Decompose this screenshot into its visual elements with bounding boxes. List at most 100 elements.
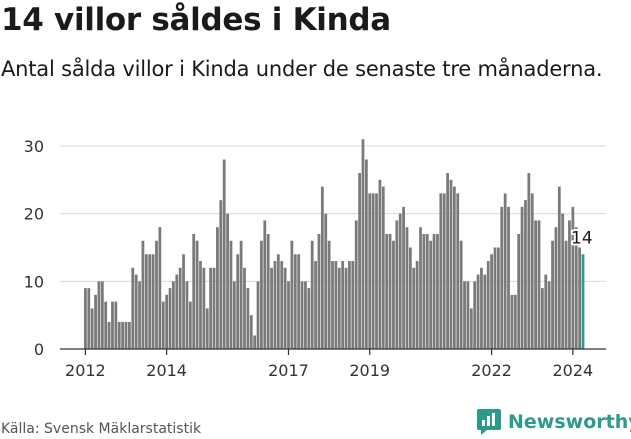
- bar: [192, 233, 196, 349]
- bar: [327, 240, 331, 349]
- bar: [564, 240, 568, 349]
- chart-subtitle: Antal sålda villor i Kinda under de sena…: [1, 57, 603, 81]
- bar: [540, 288, 544, 349]
- bar: [348, 261, 351, 349]
- bar: [463, 281, 466, 349]
- bar: [405, 227, 409, 349]
- bar: [344, 267, 348, 349]
- bar: [317, 233, 321, 349]
- bar: [90, 308, 94, 349]
- x-tick-label: 2024: [552, 361, 593, 380]
- bar: [87, 288, 91, 349]
- bar: [568, 220, 571, 349]
- bar: [452, 186, 456, 349]
- bar: [486, 261, 490, 349]
- bar: [466, 281, 470, 349]
- bar: [503, 193, 507, 349]
- bar: [114, 301, 118, 349]
- bar: [425, 233, 429, 349]
- data-labels: 14: [569, 226, 595, 250]
- bar: [144, 254, 148, 349]
- bar: [415, 261, 419, 349]
- bar: [165, 294, 169, 349]
- bar: [337, 267, 341, 349]
- bar: [446, 173, 449, 349]
- bar: [104, 301, 108, 349]
- bar: [283, 267, 287, 349]
- bar: [557, 186, 561, 349]
- bar: [392, 240, 395, 349]
- bar: [280, 261, 284, 349]
- bar: [456, 193, 460, 349]
- bar: [124, 321, 128, 349]
- bar: [243, 267, 246, 349]
- bar: [480, 267, 483, 349]
- bar: [134, 274, 138, 349]
- bar: [473, 281, 477, 349]
- x-tick-label: 2022: [471, 361, 512, 380]
- bar: [334, 261, 338, 349]
- x-tick-label: 2012: [65, 361, 106, 380]
- bar: [381, 186, 385, 349]
- bar: [226, 213, 229, 349]
- bar: [459, 240, 463, 349]
- bar: [148, 254, 152, 349]
- bar: [131, 267, 135, 349]
- bar: [155, 240, 158, 349]
- x-tick-label: 2017: [268, 361, 309, 380]
- bar: [534, 220, 537, 349]
- bar: [94, 294, 97, 349]
- bar: [530, 193, 534, 349]
- bar: [419, 227, 422, 349]
- bar: [375, 193, 378, 349]
- bar: [385, 233, 389, 349]
- bar: [442, 193, 446, 349]
- bar: [128, 321, 131, 349]
- bar: [551, 240, 554, 349]
- bar: [354, 220, 358, 349]
- bar: [263, 220, 267, 349]
- bar: [151, 254, 155, 349]
- bar: [107, 321, 111, 349]
- bar: [578, 247, 582, 349]
- bar: [100, 281, 104, 349]
- bar: [324, 213, 328, 349]
- bar: [493, 247, 497, 349]
- bar: [222, 159, 226, 349]
- bar: [496, 247, 500, 349]
- bar: [554, 227, 558, 349]
- bar: [287, 281, 290, 349]
- bar: [361, 139, 365, 349]
- bar: [398, 213, 402, 349]
- bar: [141, 240, 145, 349]
- y-tick-label: 0: [34, 340, 44, 359]
- brand-name: Newsworthy: [508, 411, 631, 433]
- bar: [212, 267, 216, 349]
- bar: [500, 206, 504, 349]
- bar: [544, 274, 548, 349]
- bar: [524, 200, 527, 349]
- bar: [253, 335, 257, 349]
- bar: [219, 200, 223, 349]
- bar: [273, 261, 277, 349]
- bar: [297, 254, 301, 349]
- bar: [199, 261, 202, 349]
- bar: [320, 186, 324, 349]
- bar: [239, 240, 243, 349]
- bar: [205, 308, 209, 349]
- bar: [537, 220, 541, 349]
- bar: [476, 274, 480, 349]
- bar: [331, 261, 334, 349]
- bar: [432, 233, 436, 349]
- bar: [161, 301, 165, 349]
- bar: [178, 267, 182, 349]
- bar: [527, 173, 531, 349]
- bars: [84, 139, 585, 349]
- bar: [412, 267, 416, 349]
- bar: [574, 227, 578, 349]
- bar: [216, 227, 219, 349]
- bar: [121, 321, 125, 349]
- bar: [547, 281, 551, 349]
- bar: [111, 301, 114, 349]
- bar: [290, 240, 294, 349]
